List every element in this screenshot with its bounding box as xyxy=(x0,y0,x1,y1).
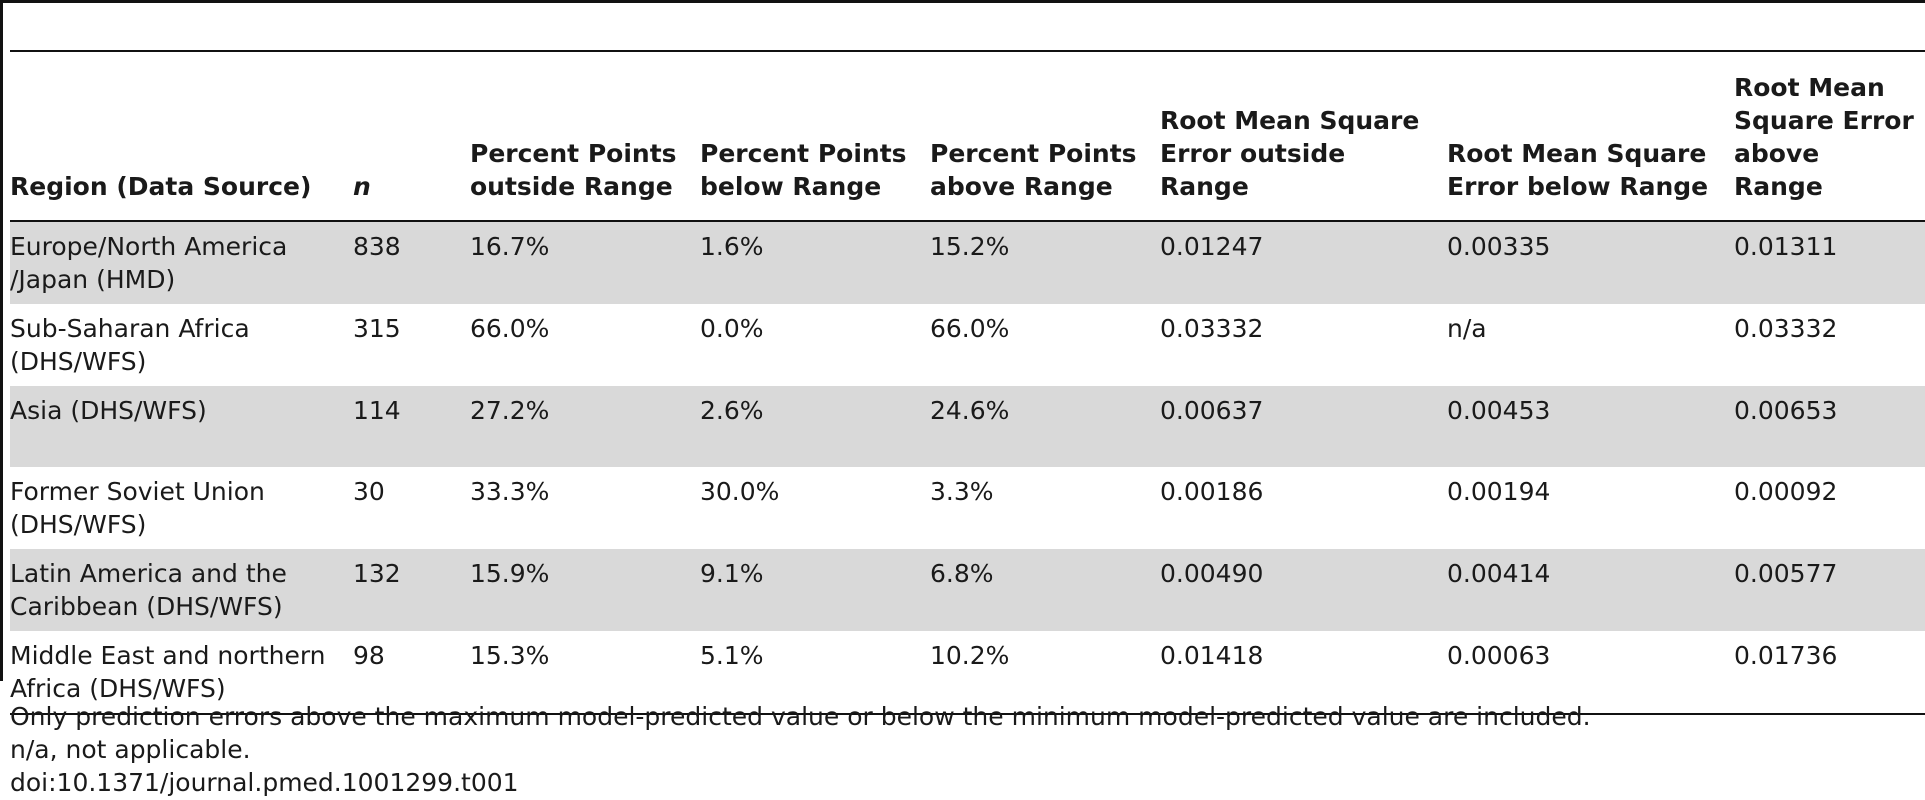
cell-rmse-above: 0.00092 xyxy=(1734,477,1838,506)
cell-pct-below: 9.1% xyxy=(700,549,930,631)
cell-pct-above: 15.2% xyxy=(930,221,1160,304)
cell-rmse-above: 0.03332 xyxy=(1734,314,1838,343)
cell-rmse-below: 0.00414 xyxy=(1447,549,1734,631)
cell-region: Middle East and northern Africa (DHS/WFS… xyxy=(10,631,353,715)
cell-pct-below: 1.6% xyxy=(700,221,930,304)
cell-pct-above: 6.8% xyxy=(930,549,1160,631)
cell-pct-below: 0.0% xyxy=(700,314,764,343)
cell-rmse-outside: 0.00490 xyxy=(1160,549,1447,631)
cell-pct-above: 10.2% xyxy=(930,631,1160,715)
cell-pct-outside: 33.3% xyxy=(470,477,550,506)
header-region: Region (Data Source) xyxy=(10,52,353,222)
cell-rmse-outside: 0.01247 xyxy=(1160,221,1447,304)
cell-region: Latin America and the Caribbean (DHS/WFS… xyxy=(10,549,353,631)
cell-rmse-below: 0.00194 xyxy=(1447,477,1551,506)
cell-pct-above: 24.6% xyxy=(930,386,1160,467)
doi-link[interactable]: doi:10.1371/journal.pmed.1001299.t001 xyxy=(10,768,519,797)
cell-rmse-below: n/a xyxy=(1447,314,1487,343)
cell-rmse-outside: 0.00637 xyxy=(1160,386,1447,467)
header-row: Region (Data Source) n Percent Points ou… xyxy=(10,52,1925,222)
cell-rmse-above: 0.00653 xyxy=(1734,386,1925,467)
cell-pct-outside: 15.9% xyxy=(470,549,700,631)
cell-n: 838 xyxy=(353,221,470,304)
header-pct-above: Percent Points above Range xyxy=(930,52,1160,222)
header-pct-outside: Percent Points outside Range xyxy=(470,52,700,222)
cell-pct-above: 66.0% xyxy=(930,314,1010,343)
table-row: Former Soviet Union (DHS/WFS) 30 33.3% 3… xyxy=(10,467,1925,549)
table-notes: Only prediction errors above the maximum… xyxy=(10,700,1591,799)
cell-pct-outside: 15.3% xyxy=(470,631,700,715)
header-n: n xyxy=(353,52,470,222)
left-border xyxy=(0,0,3,681)
cell-n: 30 xyxy=(353,477,385,506)
cell-rmse-below: 0.00453 xyxy=(1447,386,1734,467)
cell-rmse-above: 0.01311 xyxy=(1734,221,1925,304)
header-rmse-above: Root Mean Square Error above Range xyxy=(1734,52,1925,222)
cell-n: 315 xyxy=(353,314,401,343)
cell-n: 132 xyxy=(353,549,470,631)
cell-rmse-outside: 0.03332 xyxy=(1160,314,1264,343)
cell-pct-outside: 66.0% xyxy=(470,314,550,343)
cell-region: Europe/North America /Japan (HMD) xyxy=(10,221,353,304)
table-row: Latin America and the Caribbean (DHS/WFS… xyxy=(10,549,1925,631)
cell-rmse-outside: 0.01418 xyxy=(1160,631,1447,715)
header-top-rule xyxy=(10,50,1925,52)
table-row: Asia (DHS/WFS) 114 27.2% 2.6% 24.6% 0.00… xyxy=(10,386,1925,467)
table-row: Europe/North America /Japan (HMD) 838 16… xyxy=(10,221,1925,304)
header-rmse-below: Root Mean Square Error below Range xyxy=(1447,52,1734,222)
header-rmse-outside: Root Mean Square Error outside Range xyxy=(1160,52,1447,222)
table-row: Middle East and northern Africa (DHS/WFS… xyxy=(10,631,1925,715)
table-row: Sub-Saharan Africa (DHS/WFS) 315 66.0% 0… xyxy=(10,304,1925,386)
cell-pct-outside: 16.7% xyxy=(470,221,700,304)
top-border xyxy=(0,0,1925,3)
results-table: Region (Data Source) n Percent Points ou… xyxy=(10,52,1925,715)
header-pct-below: Percent Points below Range xyxy=(700,52,930,222)
cell-region: Asia (DHS/WFS) xyxy=(10,386,353,467)
cell-rmse-outside: 0.00186 xyxy=(1160,477,1264,506)
footnote: Only prediction errors above the maximum… xyxy=(10,702,1591,731)
abbreviation-note: n/a, not applicable. xyxy=(10,735,251,764)
cell-pct-above: 3.3% xyxy=(930,477,994,506)
cell-region: Former Soviet Union (DHS/WFS) xyxy=(10,477,265,539)
cell-pct-below: 2.6% xyxy=(700,386,930,467)
cell-rmse-above: 0.01736 xyxy=(1734,631,1925,715)
cell-rmse-below: 0.00063 xyxy=(1447,631,1734,715)
cell-n: 114 xyxy=(353,386,470,467)
cell-region: Sub-Saharan Africa (DHS/WFS) xyxy=(10,314,250,376)
cell-pct-outside: 27.2% xyxy=(470,386,700,467)
cell-n: 98 xyxy=(353,631,470,715)
cell-rmse-below: 0.00335 xyxy=(1447,221,1734,304)
cell-pct-below: 5.1% xyxy=(700,631,930,715)
cell-rmse-above: 0.00577 xyxy=(1734,549,1925,631)
cell-pct-below: 30.0% xyxy=(700,477,780,506)
